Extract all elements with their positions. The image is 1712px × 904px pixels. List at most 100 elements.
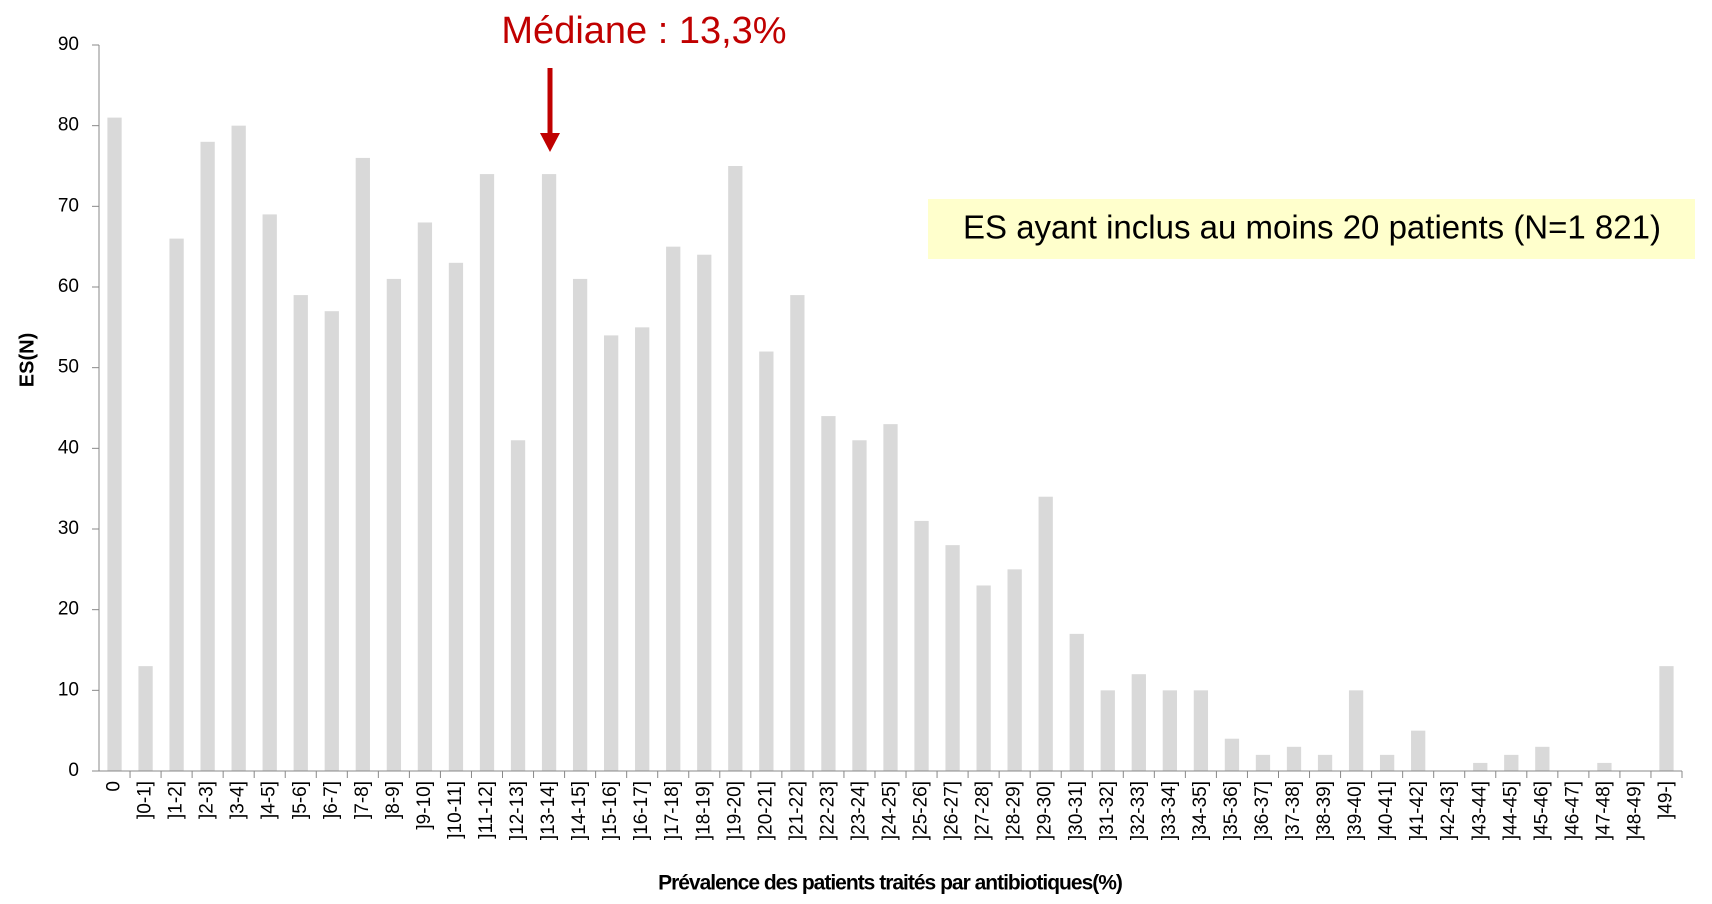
x-tick-label: ]11-12] [476,781,497,839]
bar [386,278,402,771]
x-tick-label: ]37-38] [1283,781,1304,840]
x-tick-label: ]45-46] [1531,781,1552,840]
bar [355,157,370,771]
x-tick-label: ]24-25] [880,781,901,840]
x-tick-label: ]22-23] [817,781,838,840]
median-annotation: Médiane : 13,3% [501,10,786,52]
bar [1286,746,1302,771]
bar [572,278,588,771]
x-tick-label: ]5-6] [290,781,311,819]
bar [1597,762,1612,771]
bar [1535,746,1550,771]
bar [324,311,339,771]
y-tick-label: 30 [58,518,79,539]
bar [1411,730,1426,771]
x-tick-label: ]8-9] [383,781,404,819]
y-tick-label: 40 [58,437,79,458]
x-tick-label: ]20-21] [755,781,776,840]
x-tick-label: ]1-2] [166,781,187,819]
bar [635,327,650,771]
bar [945,545,960,771]
bar [169,238,184,772]
x-tick-label: ]14-15] [569,781,590,840]
bar [107,117,122,772]
bar [1224,738,1240,771]
y-axis-title: ES(N) [16,333,38,387]
x-tick-label: ]29-30] [1035,781,1056,840]
x-tick-label: ]39-40] [1345,781,1366,840]
bar [293,295,308,771]
x-tick-label: ]33-34] [1159,781,1180,840]
x-tick-label: ]3-4] [228,781,249,819]
bar [1473,762,1488,771]
x-tick-label: ]16-17] [631,781,652,840]
x-tick-label: 0 [104,781,125,792]
x-axis-title: Prévalence des patients traités par anti… [658,872,1122,895]
x-tick-label: ]42-43] [1438,781,1459,840]
x-tick-label: ]25-26] [911,781,932,840]
y-tick-label: 50 [58,357,79,378]
bar [1504,754,1519,771]
bar [976,585,991,771]
bar [883,424,898,771]
x-tick-label: ]4-5] [259,781,280,819]
bar [728,166,743,771]
x-tick-label: ]0-1] [135,781,156,819]
x-tick-label: ]46-47] [1562,781,1583,840]
x-tick-label: ]48-49] [1624,781,1645,840]
y-tick-label: 90 [58,34,79,55]
x-tick-label: ]15-16] [600,781,621,840]
bar [1255,754,1271,771]
x-tick-label: ]21-22] [786,781,807,840]
bar [666,246,681,771]
x-tick-label: ]41-42] [1407,781,1428,840]
bar [604,335,619,771]
bar [1348,690,1364,771]
bar [448,262,464,771]
bar [417,222,433,771]
y-tick-label: 60 [58,276,79,297]
x-tick-label: ]12-13] [507,781,528,840]
y-tick-label: 0 [68,760,79,781]
y-tick-label: 10 [58,679,79,700]
bar [914,520,929,771]
x-tick-label: ]26-27] [942,781,963,840]
x-tick-label: ]49-] [1655,781,1676,819]
bar [790,295,805,771]
bar [1193,690,1209,771]
x-tick-label: ]10-11] [445,781,466,839]
x-tick-label: ]31-32] [1097,781,1118,840]
x-tick-label: ]9-10] [414,781,435,830]
x-tick-label: ]43-44] [1469,781,1490,840]
y-tick-label: 20 [58,599,79,620]
bar [821,416,836,771]
bar [1317,754,1333,771]
x-tick-label: ]18-19] [693,781,714,840]
note-annotation: ES ayant inclus au moins 20 patients (N=… [963,209,1661,246]
bar [262,214,277,771]
bar [852,440,867,771]
x-tick-label: ]27-28] [973,781,994,840]
x-tick-label: ]19-20] [724,781,745,840]
bar [541,174,557,772]
x-tick-label: ]13-14] [538,781,559,840]
x-tick-label: ]36-37] [1252,781,1273,840]
bar [759,351,774,771]
bar [479,174,495,772]
x-tick-label: ]44-45] [1500,781,1521,840]
x-tick-label: ]17-18] [662,781,683,840]
x-tick-label: ]30-31] [1066,781,1087,840]
bar [1069,633,1084,771]
bar [510,440,526,771]
x-tick-label: ]2-3] [197,781,218,819]
note-box [928,199,1695,259]
bar [200,141,215,772]
x-tick-label: ]40-41] [1376,781,1397,840]
x-tick-label: ]6-7] [321,781,342,819]
bar [697,254,712,771]
x-tick-label: ]47-48] [1593,781,1614,840]
y-tick-label: 80 [58,115,79,136]
bar [1100,690,1115,771]
bar [1131,674,1146,771]
